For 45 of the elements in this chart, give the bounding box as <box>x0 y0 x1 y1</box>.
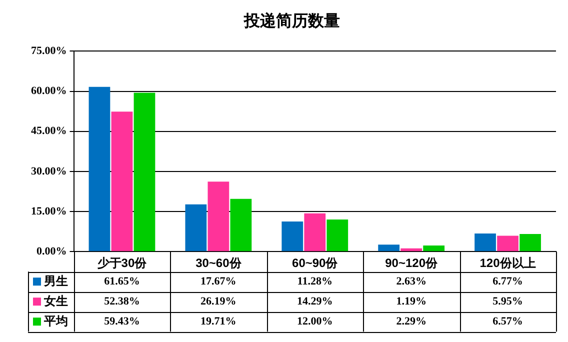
bar <box>474 234 496 252</box>
chart-title: 投递简历数量 <box>243 12 340 30</box>
data-label: 17.67% <box>200 275 236 288</box>
data-label: 61.65% <box>104 275 140 288</box>
y-tick-label: 0.00% <box>36 245 67 258</box>
y-tick-label: 15.00% <box>31 205 67 218</box>
bar <box>185 204 207 252</box>
x-tick-label: 90~120份 <box>385 256 439 270</box>
data-label: 12.00% <box>297 315 333 328</box>
bar <box>230 198 252 252</box>
data-label: 26.19% <box>200 295 236 308</box>
bar <box>497 236 518 252</box>
data-label: 11.28% <box>297 275 332 288</box>
bar <box>111 112 133 252</box>
x-tick-label: 少于30份 <box>96 256 148 270</box>
bar <box>378 244 400 252</box>
x-tick-label: 30~60份 <box>196 256 242 270</box>
data-label: 52.38% <box>104 295 140 308</box>
bar <box>282 221 304 252</box>
data-label: 2.63% <box>396 275 426 288</box>
data-label: 6.57% <box>492 315 523 328</box>
y-tick-label: 30.00% <box>31 165 67 178</box>
data-label: 19.71% <box>200 315 236 328</box>
y-tick-label: 75.00% <box>31 45 67 58</box>
bar <box>134 92 156 252</box>
bar <box>326 220 348 252</box>
bar <box>88 86 110 252</box>
bar <box>304 213 326 252</box>
y-tick-label: 45.00% <box>31 125 67 138</box>
bar <box>520 234 541 252</box>
data-label: 6.77% <box>492 275 523 288</box>
x-tick-label: 60~90份 <box>292 256 339 270</box>
legend-label: 平均 <box>43 314 68 328</box>
data-label: 59.43% <box>104 315 140 328</box>
legend-label: 男生 <box>43 274 68 288</box>
legend-label: 女生 <box>43 294 68 308</box>
data-label: 14.29% <box>297 295 333 308</box>
y-tick-label: 60.00% <box>31 85 67 98</box>
x-tick-label: 120份以上 <box>480 256 536 270</box>
data-label: 2.29% <box>396 315 426 328</box>
bar <box>400 248 422 252</box>
bar <box>208 182 230 252</box>
bar <box>423 245 445 252</box>
data-label: 5.95% <box>492 295 523 308</box>
data-label: 1.19% <box>396 295 426 308</box>
